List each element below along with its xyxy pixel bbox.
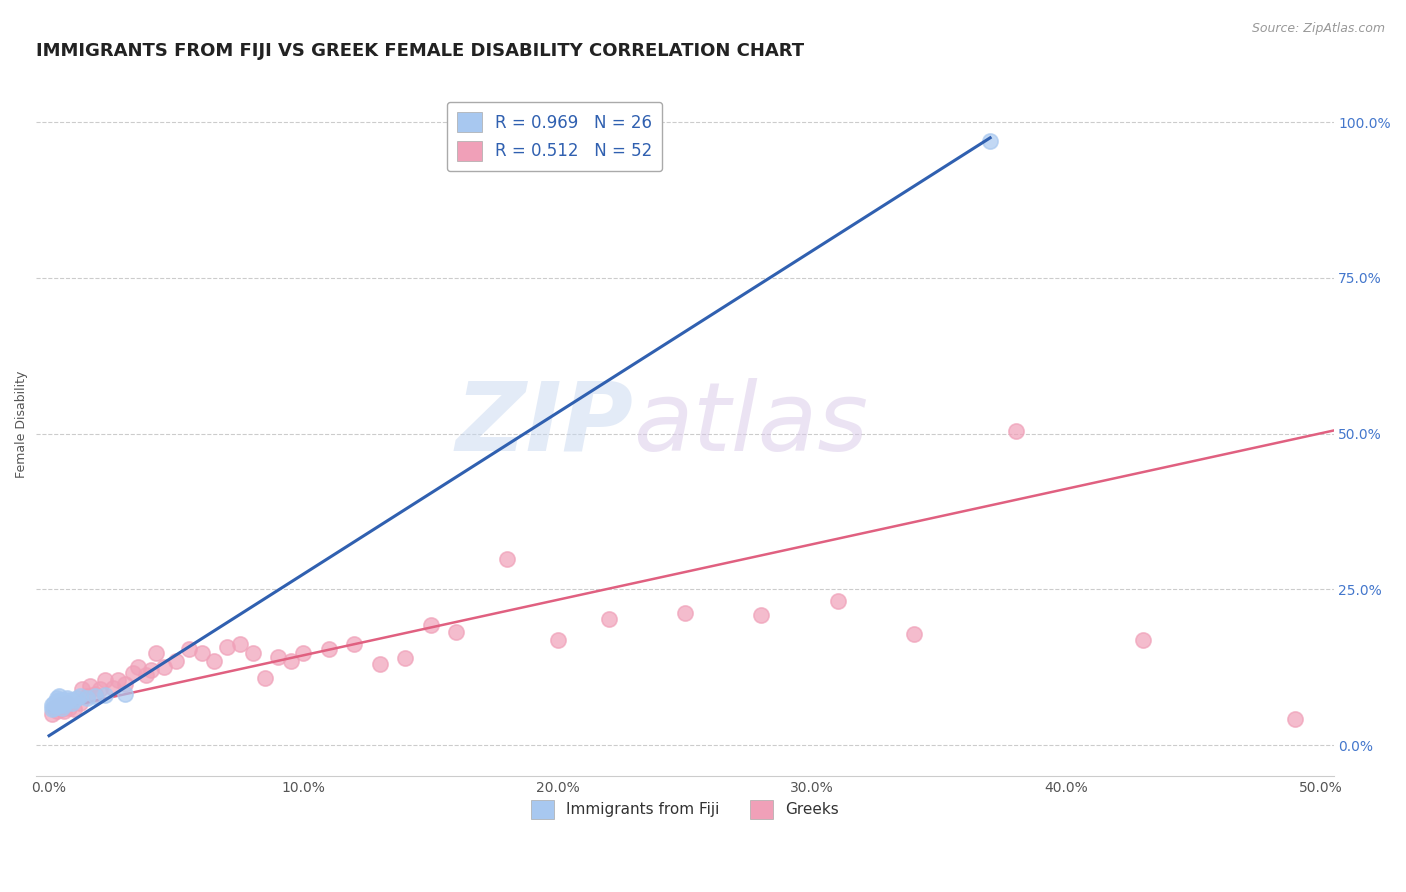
Point: [165, 654, 187, 668]
Point: [394, 650, 416, 665]
Point: [56, 691, 79, 706]
Point: [217, 640, 239, 654]
Point: [101, 681, 124, 695]
Point: [107, 673, 129, 687]
Point: [368, 657, 391, 671]
Point: [44, 700, 66, 714]
Text: Source: ZipAtlas.com: Source: ZipAtlas.com: [1251, 22, 1385, 36]
Point: [1004, 424, 1026, 438]
Point: [45, 704, 67, 718]
Point: [749, 608, 772, 623]
Point: [94, 688, 117, 702]
Point: [903, 627, 925, 641]
Point: [53, 698, 76, 712]
Point: [48, 690, 70, 704]
Y-axis label: Female Disability: Female Disability: [15, 370, 28, 478]
Point: [48, 698, 70, 712]
Point: [673, 606, 696, 620]
Point: [44, 696, 66, 710]
Point: [145, 646, 167, 660]
Point: [190, 646, 212, 660]
Point: [598, 612, 620, 626]
Point: [51, 700, 73, 714]
Point: [135, 668, 157, 682]
Point: [202, 654, 225, 668]
Point: [114, 687, 136, 701]
Point: [48, 698, 70, 712]
Point: [51, 696, 73, 710]
Point: [122, 666, 145, 681]
Point: [177, 641, 200, 656]
Point: [242, 646, 264, 660]
Point: [267, 649, 290, 664]
Point: [229, 637, 252, 651]
Point: [83, 690, 105, 704]
Point: [76, 691, 98, 706]
Point: [48, 693, 70, 707]
Point: [419, 618, 441, 632]
Point: [44, 700, 66, 714]
Text: atlas: atlas: [633, 378, 868, 471]
Point: [70, 681, 93, 696]
Point: [318, 641, 340, 656]
Point: [69, 690, 91, 704]
Point: [114, 677, 136, 691]
Point: [127, 660, 149, 674]
Point: [63, 702, 86, 716]
Point: [1132, 633, 1154, 648]
Point: [254, 671, 277, 685]
Text: ZIP: ZIP: [456, 378, 633, 471]
Point: [66, 691, 89, 706]
Point: [139, 663, 162, 677]
Point: [280, 654, 302, 668]
Point: [83, 687, 105, 701]
Point: [152, 660, 174, 674]
Point: [56, 694, 79, 708]
Point: [89, 681, 111, 696]
Point: [60, 696, 83, 710]
Point: [53, 693, 76, 707]
Point: [547, 633, 569, 648]
Point: [94, 673, 117, 687]
Point: [979, 134, 1001, 148]
Point: [58, 700, 80, 714]
Point: [79, 679, 101, 693]
Point: [292, 646, 315, 660]
Point: [53, 704, 76, 718]
Point: [827, 593, 849, 607]
Legend: Immigrants from Fiji, Greeks: Immigrants from Fiji, Greeks: [524, 794, 845, 825]
Point: [444, 624, 467, 639]
Point: [45, 699, 67, 714]
Point: [51, 702, 73, 716]
Point: [41, 702, 63, 716]
Point: [56, 696, 79, 710]
Point: [45, 694, 67, 708]
Point: [63, 693, 86, 707]
Point: [76, 690, 98, 704]
Point: [343, 637, 366, 651]
Point: [41, 706, 63, 721]
Point: [45, 691, 67, 706]
Point: [496, 552, 519, 566]
Point: [41, 698, 63, 712]
Point: [1284, 712, 1306, 726]
Point: [58, 693, 80, 707]
Point: [69, 696, 91, 710]
Text: IMMIGRANTS FROM FIJI VS GREEK FEMALE DISABILITY CORRELATION CHART: IMMIGRANTS FROM FIJI VS GREEK FEMALE DIS…: [37, 42, 804, 60]
